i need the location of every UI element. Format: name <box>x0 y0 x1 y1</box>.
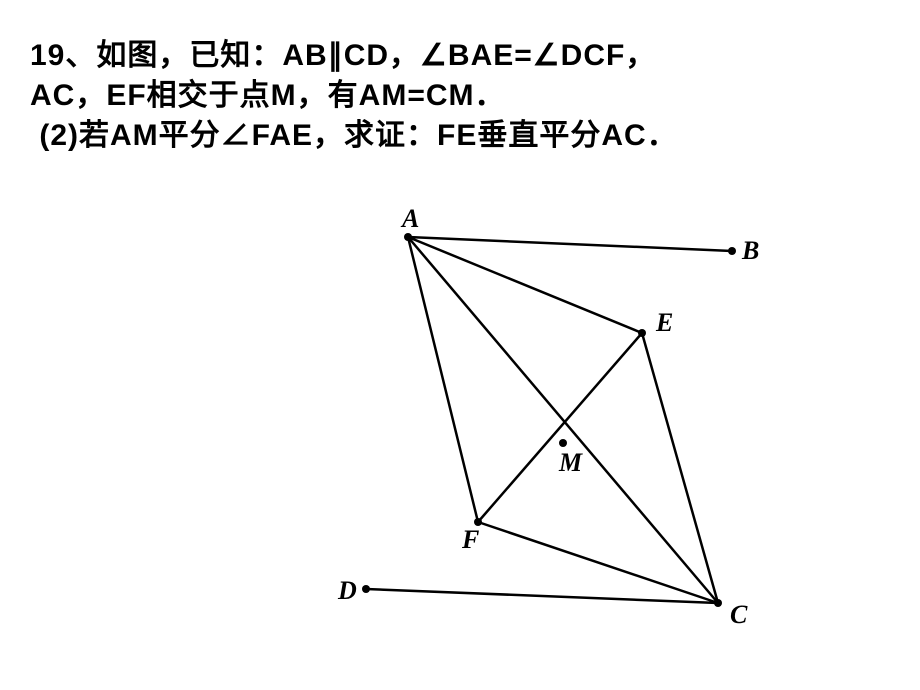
l3-f: 求证 <box>344 119 406 152</box>
problem-line-2: AC，EF相交于点M，有AM=CM． <box>30 70 506 114</box>
label-C: C <box>730 600 748 629</box>
l3-b: 若 <box>79 119 110 152</box>
l1-b: 已知 <box>189 39 251 72</box>
problem-line-3: (2)若AM平分∠FAE，求证：FE垂直平分AC． <box>30 110 678 154</box>
point-C <box>714 599 722 607</box>
l3-i: AC． <box>601 119 677 152</box>
geometry-diagram: A B E M F D C <box>330 205 770 645</box>
label-A: A <box>400 205 419 233</box>
l2-a: AC，EF <box>30 79 147 112</box>
l3-g: ：FE <box>406 119 477 152</box>
label-E: E <box>655 308 673 337</box>
edge-A-B <box>408 237 732 251</box>
l2-b: 相交于点 <box>147 79 271 112</box>
label-B: B <box>741 236 759 265</box>
point-A <box>404 233 412 241</box>
l3-d: 平分 <box>159 119 221 152</box>
l2-c: M， <box>271 79 328 112</box>
point-B <box>728 247 736 255</box>
point-D <box>362 585 370 593</box>
l2-d: 有 <box>328 79 359 112</box>
point-M <box>559 439 567 447</box>
l1-c: ：AB∥CD，∠BAE=∠DCF， <box>251 39 656 72</box>
edge-D-C <box>366 589 718 603</box>
geometry-svg: A B E M F D C <box>330 205 770 645</box>
l1-a: 19、如图， <box>30 39 189 72</box>
l3-c: AM <box>110 119 159 152</box>
edge-A-E <box>408 237 642 333</box>
l3-h: 垂直平分 <box>477 119 601 152</box>
label-M: M <box>558 448 583 477</box>
problem-line-1: 19、如图，已知：AB∥CD，∠BAE=∠DCF， <box>30 30 656 74</box>
edge-C-E <box>642 333 718 603</box>
l3-e: ∠FAE， <box>221 119 344 152</box>
l2-e: AM=CM． <box>359 79 506 112</box>
label-F: F <box>461 525 479 554</box>
edge-E-F <box>478 333 642 522</box>
edge-A-C <box>408 237 718 603</box>
l3-a: (2) <box>39 119 79 152</box>
label-D: D <box>337 576 357 605</box>
edge-C-F <box>478 522 718 603</box>
point-E <box>638 329 646 337</box>
